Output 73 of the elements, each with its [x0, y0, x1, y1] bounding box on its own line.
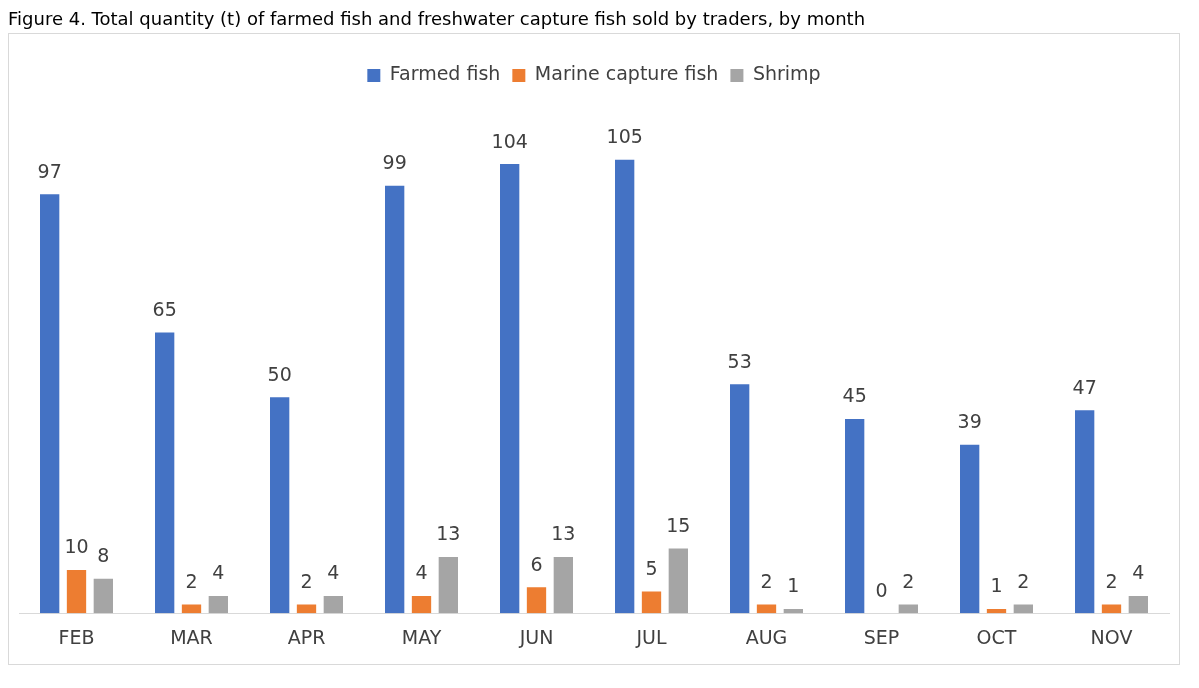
x-tick-label: SEP	[863, 625, 900, 648]
data-label: 13	[551, 522, 576, 545]
data-label: 5	[645, 557, 658, 580]
data-label: 2	[185, 570, 198, 592]
data-label: 53	[727, 349, 752, 372]
x-tick-label: JUN	[518, 625, 554, 648]
data-label: 0	[875, 578, 888, 601]
bar	[783, 608, 803, 614]
bar	[438, 557, 458, 614]
data-label: 50	[267, 362, 292, 385]
bar	[323, 595, 343, 614]
bar	[1128, 595, 1148, 614]
legend-label: Shrimp	[752, 62, 821, 85]
legend-label: Marine capture fish	[534, 62, 719, 85]
x-tick-label: NOV	[1090, 625, 1133, 648]
data-label: 65	[152, 297, 177, 320]
bar	[208, 595, 228, 614]
data-label: 1	[990, 574, 1003, 597]
data-label: 99	[382, 151, 407, 174]
data-label: 13	[436, 522, 461, 545]
data-label: 47	[1072, 375, 1097, 398]
data-label: 104	[491, 129, 528, 152]
bar	[553, 557, 573, 614]
bar	[93, 578, 113, 614]
bar	[1101, 604, 1122, 614]
data-label: 1	[787, 574, 800, 597]
x-tick-label: MAR	[170, 625, 213, 648]
data-label: 2	[1105, 570, 1118, 592]
x-tick-label: FEB	[58, 625, 95, 648]
bar	[385, 185, 405, 614]
bar	[155, 332, 175, 614]
x-tick-label: APR	[287, 625, 326, 648]
bar	[1013, 604, 1033, 614]
data-label: 45	[842, 384, 867, 407]
data-label: 39	[957, 410, 982, 433]
bar	[756, 604, 777, 614]
data-label: 10	[64, 535, 89, 558]
bar	[296, 604, 317, 614]
bar	[986, 608, 1007, 614]
bar	[1075, 410, 1095, 614]
bar	[960, 444, 980, 614]
bar	[641, 591, 662, 614]
bar	[500, 164, 520, 614]
bar	[40, 194, 60, 614]
bar	[411, 595, 432, 614]
bar	[615, 159, 635, 614]
data-label: 2	[902, 570, 915, 592]
data-label: 4	[415, 561, 428, 584]
data-label: 4	[1132, 561, 1145, 584]
data-label: 4	[212, 561, 225, 584]
bar	[898, 604, 918, 614]
bar	[730, 384, 750, 614]
legend-label: Farmed fish	[389, 62, 501, 85]
bar	[181, 604, 202, 614]
data-label: 2	[760, 570, 773, 592]
data-label: 8	[97, 544, 110, 567]
x-tick-label: JUL	[635, 625, 667, 648]
data-label: 15	[666, 513, 691, 536]
bar	[66, 570, 87, 614]
data-label: 2	[300, 570, 313, 592]
data-label: 2	[1017, 570, 1030, 592]
data-label: 97	[37, 159, 62, 182]
bar	[845, 418, 865, 614]
data-label: 105	[606, 125, 643, 148]
x-tick-label: OCT	[976, 625, 1017, 648]
x-tick-label: AUG	[745, 625, 788, 648]
chart-title: Figure 4. Total quantity (t) of farmed fish and freshwater capture fish sold by traders, by month	[8, 8, 867, 29]
bar	[668, 548, 688, 614]
bar	[526, 587, 547, 614]
bar	[270, 397, 290, 614]
data-label: 4	[327, 561, 340, 584]
x-tick-label: MAY	[401, 625, 442, 648]
data-label: 6	[530, 552, 543, 575]
